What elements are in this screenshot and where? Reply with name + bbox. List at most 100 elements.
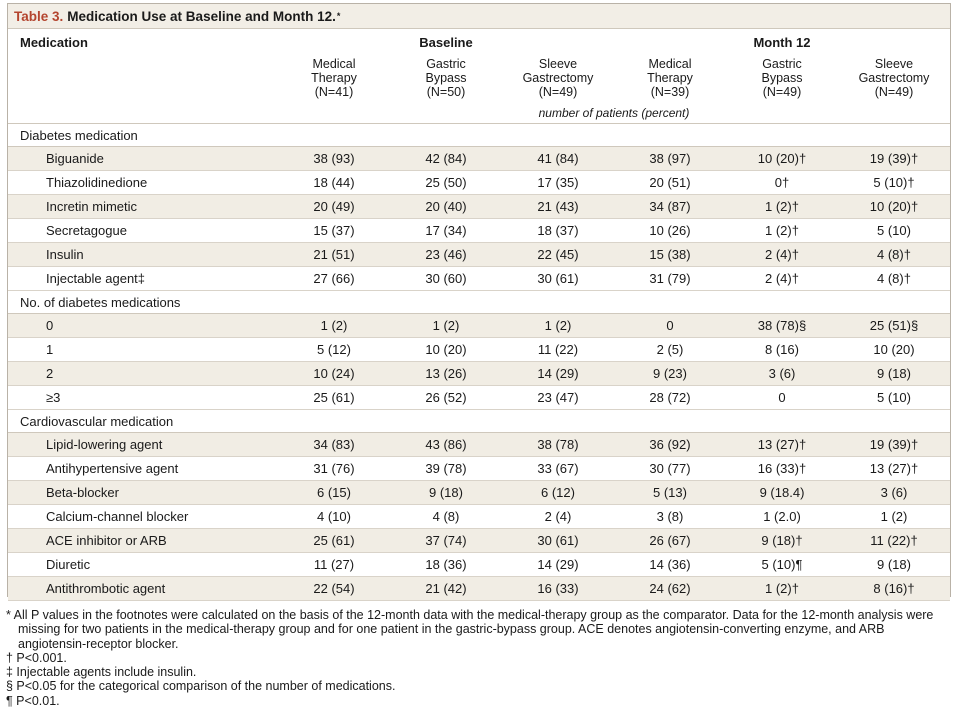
table-cell: 9 (18) [838, 361, 951, 386]
table-cell: 22 (45) [502, 242, 614, 267]
column-header: Gastric Bypass (N=49) [726, 55, 838, 103]
column-header-line: Therapy [311, 71, 357, 85]
footnote: † P<0.001. [6, 650, 67, 665]
table-cell: 21 (42) [390, 576, 502, 601]
table-cell: 10 (20) [838, 337, 951, 362]
table-cell: 22 (54) [278, 576, 390, 601]
medication-table: Medication Baseline Month 12 Medical Ther… [8, 29, 951, 601]
table-row: Thiazolidinedione 18 (44) 25 (50) 17 (35) 20… [8, 170, 951, 195]
footnote: * All P values in the footnotes were cal… [6, 608, 934, 651]
table-cell: 26 (52) [390, 385, 502, 410]
table-cell: 20 (49) [278, 194, 390, 219]
table-cell: 11 (22)† [838, 528, 951, 553]
header-baseline: Baseline [419, 34, 473, 50]
table-cell: 5 (13) [614, 480, 726, 505]
table-cell: 23 (47) [502, 385, 614, 410]
table-row: ACE inhibitor or ARB 25 (61) 37 (74) 30 (61… [8, 528, 951, 553]
table-cell: 5 (10)¶ [726, 552, 838, 577]
table-cell: 20 (40) [390, 194, 502, 219]
table-cell: 23 (46) [390, 242, 502, 267]
table-cell: 27 (66) [278, 266, 390, 291]
table-row: Calcium-channel blocker 4 (10) 4 (8) 2 (4) 3… [8, 504, 951, 529]
table-cell: 4 (10) [278, 504, 390, 529]
table-cell: 15 (38) [614, 242, 726, 267]
column-header-line: (N=49) [538, 85, 578, 99]
table-cell: 2 (4)† [726, 266, 838, 291]
table-cell: 5 (10)† [838, 170, 951, 195]
table-cell: 3 (6) [838, 480, 951, 505]
row-label: ACE inhibitor or ARB [8, 528, 278, 553]
table-cell: 30 (60) [390, 266, 502, 291]
column-header: Sleeve Gastrectomy (N=49) [502, 55, 614, 103]
table-cell: 9 (18.4) [726, 480, 838, 505]
row-label: Diuretic [8, 552, 278, 577]
table-cell: 4 (8)† [838, 266, 951, 291]
row-label: Incretin mimetic [8, 194, 278, 219]
row-label: Insulin [8, 242, 278, 267]
table-cell: 18 (44) [278, 170, 390, 195]
table-cell: 5 (12) [278, 337, 390, 362]
table-cell: 17 (34) [390, 218, 502, 243]
table-cell: 37 (74) [390, 528, 502, 553]
table-cell: 18 (37) [502, 218, 614, 243]
table-cell: 10 (20) [390, 337, 502, 362]
table-cell: 13 (27)† [838, 456, 951, 481]
table-cell: 31 (76) [278, 456, 390, 481]
table-cell: 9 (23) [614, 361, 726, 386]
table-cell: 10 (20)† [726, 146, 838, 171]
table-cell: 14 (29) [502, 552, 614, 577]
table-number: Table 3. [14, 8, 64, 24]
table-cell: 10 (20)† [838, 194, 951, 219]
table-cell: 24 (62) [614, 576, 726, 601]
table-cell: 20 (51) [614, 170, 726, 195]
table-cell: 2 (5) [614, 337, 726, 362]
table-cell: 8 (16)† [838, 576, 951, 601]
column-header-line: Therapy [647, 71, 693, 85]
column-header-line: Medical [312, 57, 356, 71]
row-label: 2 [8, 361, 278, 386]
table-cell: 0 [726, 385, 838, 410]
table-cell: 0 [614, 313, 726, 338]
table-cell: 1 (2)† [726, 194, 838, 219]
table-cell: 25 (61) [278, 528, 390, 553]
table-cell: 31 (79) [614, 266, 726, 291]
column-header-line: Medical [648, 57, 692, 71]
table-row: 2 10 (24) 13 (26) 14 (29) 9 (23) 3 (6) 9 (18) [8, 361, 951, 386]
table-cell: 38 (78)§ [726, 313, 838, 338]
column-header-line: Bypass [425, 71, 467, 85]
column-header: Gastric Bypass (N=50) [390, 55, 502, 103]
table-cell: 26 (67) [614, 528, 726, 553]
table-cell: 16 (33)† [726, 456, 838, 481]
table-cell: 34 (83) [278, 432, 390, 457]
table-cell: 25 (50) [390, 170, 502, 195]
column-header: Medical Therapy (N=39) [614, 55, 726, 103]
row-label: Thiazolidinedione [8, 170, 278, 195]
column-header-line: (N=49) [874, 85, 914, 99]
row-label: ≥3 [8, 385, 278, 410]
table-cell: 2 (4) [502, 504, 614, 529]
table-row: ≥3 25 (61) 26 (52) 23 (47) 28 (72) 0 5 (10) [8, 385, 951, 410]
table-cell: 1 (2.0) [726, 504, 838, 529]
table-cell: 6 (15) [278, 480, 390, 505]
row-label: 0 [8, 313, 278, 338]
table-cell: 43 (86) [390, 432, 502, 457]
footnote: ‡ Injectable agents include insulin. [6, 665, 197, 680]
table-row: Injectable agent‡ 27 (66) 30 (60) 30 (61) 31… [8, 266, 951, 291]
section-title: Cardiovascular medication [8, 409, 951, 433]
table-cell: 10 (24) [278, 361, 390, 386]
table-cell: 13 (26) [390, 361, 502, 386]
table-cell: 39 (78) [390, 456, 502, 481]
table-cell: 38 (97) [614, 146, 726, 171]
row-label: Antithrombotic agent [8, 576, 278, 601]
table-cell: 3 (6) [726, 361, 838, 386]
table-cell: 36 (92) [614, 432, 726, 457]
table-cell: 1 (2)† [726, 576, 838, 601]
column-header-line: Sleeve [874, 57, 914, 71]
table-cell: 17 (35) [502, 170, 614, 195]
table-cell: 25 (61) [278, 385, 390, 410]
table-cell: 38 (93) [278, 146, 390, 171]
header-month12: Month 12 [753, 34, 811, 50]
table-cell: 0† [726, 170, 838, 195]
column-header: Sleeve Gastrectomy (N=49) [838, 55, 950, 103]
